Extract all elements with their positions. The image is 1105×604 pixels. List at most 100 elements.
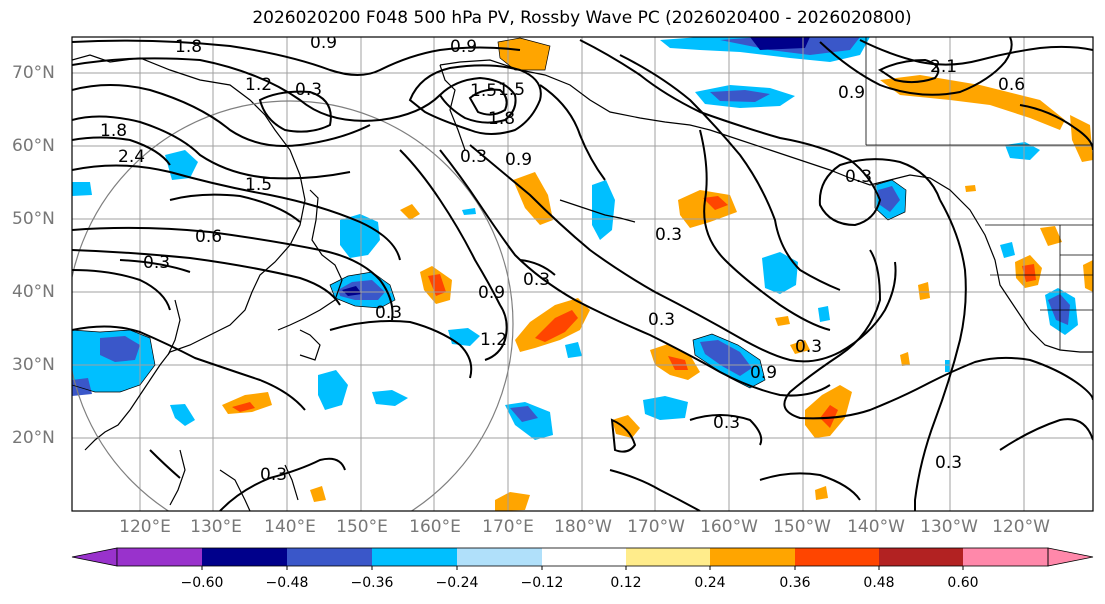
anomaly-blob bbox=[880, 75, 1065, 130]
colorbar-tick-label: −0.36 bbox=[350, 575, 394, 591]
contour-label: 1.2 bbox=[245, 75, 272, 95]
contour-label: 0.3 bbox=[648, 310, 675, 330]
anomaly-blob bbox=[762, 252, 798, 294]
anomaly-blob bbox=[340, 214, 380, 258]
anomaly-blob bbox=[1000, 242, 1015, 258]
anomaly-blob bbox=[400, 204, 420, 220]
anomaly-blob bbox=[1048, 294, 1070, 325]
lon-label: 120°W bbox=[992, 517, 1050, 537]
colorbar-segment bbox=[795, 548, 879, 566]
anomaly-blob bbox=[1083, 260, 1093, 292]
contour-label: 0.9 bbox=[450, 37, 477, 57]
anomaly-blob bbox=[565, 342, 582, 358]
negative-anomaly-shading bbox=[72, 37, 1078, 440]
contour-label: 2.1 bbox=[930, 57, 957, 77]
contour-label: 0.3 bbox=[655, 225, 682, 245]
colorbar-max-arrow bbox=[1047, 547, 1094, 567]
borders bbox=[865, 37, 1093, 350]
contour-label: 1.8 bbox=[100, 121, 127, 141]
colorbar-segment bbox=[963, 548, 1048, 566]
contour-label: 0.3 bbox=[845, 167, 872, 187]
contour-label: 0.9 bbox=[310, 33, 337, 53]
lon-label: 140°E bbox=[264, 517, 316, 537]
anomaly-blob bbox=[643, 396, 688, 420]
contour-label: 0.3 bbox=[523, 270, 550, 290]
lon-label: 130°W bbox=[920, 517, 978, 537]
anomaly-blob bbox=[495, 492, 530, 511]
contour-label: 0.6 bbox=[998, 75, 1025, 95]
lon-label: 130°E bbox=[190, 517, 242, 537]
colorbar-tick-label: −0.12 bbox=[520, 575, 564, 591]
colorbar-frame bbox=[116, 547, 1049, 567]
colorbar-segment bbox=[457, 548, 542, 566]
contour-labels: 1.8 0.9 1.2 0.3 0.9 1.5 1.8 0.9 0.3 2.1 … bbox=[100, 33, 1025, 485]
colorbar-segment bbox=[202, 548, 287, 566]
lon-label: 150°E bbox=[336, 517, 388, 537]
anomaly-blob bbox=[775, 316, 790, 326]
great-circle-marker bbox=[72, 100, 514, 511]
lat-label: 30°N bbox=[12, 355, 55, 375]
anomaly-blob bbox=[1040, 226, 1062, 246]
colorbar-min-arrow bbox=[71, 547, 118, 567]
contour-label: 2.4 bbox=[118, 147, 145, 167]
anomaly-blob bbox=[820, 405, 838, 428]
colorbar-segment bbox=[117, 548, 202, 566]
contour-label: 1.5 bbox=[245, 175, 272, 195]
lon-label: 150°W bbox=[773, 517, 831, 537]
anomaly-blob bbox=[170, 404, 195, 426]
lat-label: 40°N bbox=[12, 282, 55, 302]
map-title: 2026020200 F048 500 hPa PV, Rossby Wave … bbox=[252, 8, 912, 28]
pv-contours bbox=[72, 37, 1093, 511]
lon-label: 140°W bbox=[847, 517, 905, 537]
colorbar-tick-label: 0.24 bbox=[694, 575, 726, 591]
anomaly-blob bbox=[1022, 264, 1036, 282]
anomaly-blob bbox=[945, 360, 950, 372]
anomaly-blob bbox=[668, 356, 688, 370]
anomaly-blob bbox=[918, 282, 930, 300]
colorbar-segment bbox=[710, 548, 795, 566]
lat-label: 70°N bbox=[12, 63, 55, 83]
contour-label: 0.9 bbox=[838, 83, 865, 103]
anomaly-blob bbox=[498, 38, 550, 70]
contour-label: 1.5 bbox=[470, 81, 497, 101]
positive-anomaly-shading bbox=[222, 38, 1093, 511]
anomaly-blob bbox=[700, 340, 752, 376]
lat-label: 60°N bbox=[12, 136, 55, 156]
anomaly-blob bbox=[462, 208, 476, 215]
colorbar-segment bbox=[626, 548, 710, 566]
contour-label: 0.3 bbox=[795, 337, 822, 357]
contour-label: 0.3 bbox=[713, 413, 740, 433]
anomaly-outlines bbox=[72, 37, 907, 393]
anomaly-blob bbox=[232, 402, 255, 412]
colorbar-tick-label: 0.60 bbox=[947, 575, 979, 591]
contour-label: 0.3 bbox=[935, 453, 962, 473]
colorbar-tick-label: −0.24 bbox=[435, 575, 479, 591]
anomaly-blob bbox=[592, 180, 615, 240]
contour-label: 0.9 bbox=[750, 363, 777, 383]
contour-label: 0.9 bbox=[505, 150, 532, 170]
anomaly-blob bbox=[1070, 115, 1093, 162]
anomaly-blob bbox=[428, 274, 446, 296]
lon-label: 170°E bbox=[482, 517, 534, 537]
anomaly-blob bbox=[318, 370, 348, 410]
colorbar bbox=[71, 547, 1094, 570]
anomaly-blob bbox=[815, 486, 828, 500]
colorbar-segment bbox=[542, 548, 626, 566]
anomaly-blob bbox=[535, 310, 578, 342]
anomaly-blob bbox=[710, 90, 770, 102]
coastlines bbox=[72, 54, 1093, 511]
colorbar-tick-label: 0.12 bbox=[610, 575, 642, 591]
anomaly-blob bbox=[72, 182, 92, 196]
colorbar-segment bbox=[287, 548, 372, 566]
lon-label: 180°W bbox=[554, 517, 612, 537]
anomaly-blob bbox=[900, 352, 910, 366]
anomaly-blob bbox=[612, 415, 640, 438]
contour-label: 0.3 bbox=[295, 80, 322, 100]
anomaly-blob bbox=[342, 286, 362, 296]
colorbar-segment bbox=[372, 548, 457, 566]
colorbar-segment bbox=[879, 548, 963, 566]
contour-label: 1.2 bbox=[480, 330, 507, 350]
contour-label: 0.3 bbox=[260, 465, 287, 485]
lon-label: 170°W bbox=[627, 517, 685, 537]
anomaly-blob bbox=[310, 486, 326, 502]
